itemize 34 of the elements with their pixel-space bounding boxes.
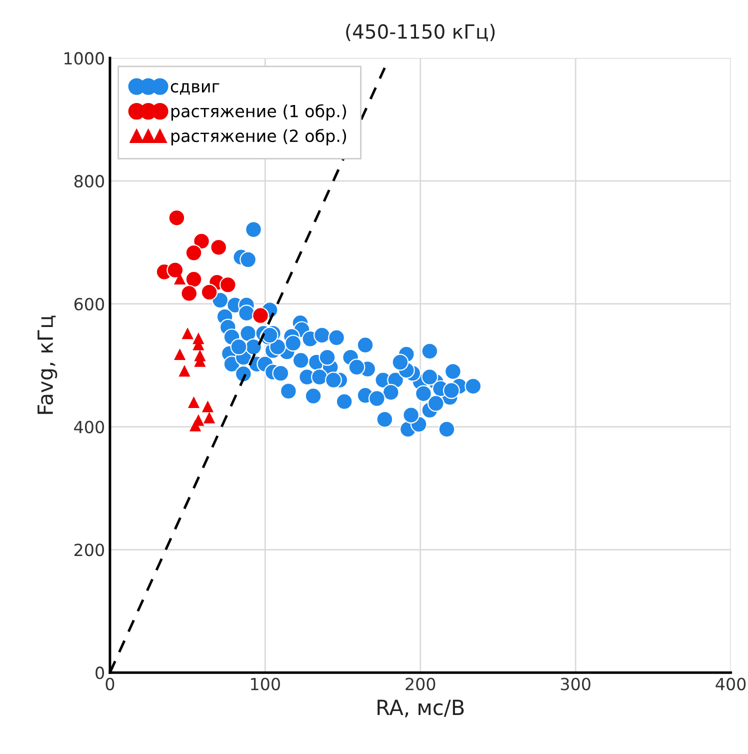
chart-title: (450-1150 кГц)	[346, 24, 495, 42]
y-tick-label: 800	[74, 174, 104, 188]
point	[210, 238, 228, 256]
point	[200, 284, 218, 301]
point	[180, 284, 198, 302]
x-tick-label: 100	[251, 678, 280, 690]
x-tick-label: 200	[406, 678, 436, 690]
point	[185, 270, 202, 288]
point	[174, 348, 186, 360]
point	[178, 365, 190, 377]
point	[202, 400, 214, 412]
point	[219, 276, 236, 294]
point	[185, 244, 202, 262]
point	[166, 262, 184, 279]
legend-label: растяжение (1 обр.)	[171, 104, 346, 121]
y-axis-title: Favg, кГц	[38, 316, 58, 414]
point	[190, 420, 202, 432]
point	[168, 209, 186, 226]
legend-label: растяжение (2 обр.)	[171, 128, 346, 146]
point	[193, 232, 210, 250]
y-tick-label: 1000	[64, 52, 104, 65]
legend-label: сдвиг	[170, 83, 220, 95]
y-tick-label: 400	[74, 420, 104, 434]
x-tick-label: 0	[106, 678, 114, 690]
point	[252, 307, 269, 324]
point	[182, 328, 194, 340]
y-tick-label: 200	[74, 544, 104, 556]
x-axis-title: RA, мс/В	[378, 700, 464, 718]
point	[203, 412, 216, 424]
x-tick-label: 300	[560, 678, 590, 690]
y-tick-label: 600	[74, 298, 104, 310]
y-tick-label: 0	[96, 666, 104, 680]
x-tick-label: 400	[716, 678, 746, 690]
point	[188, 396, 200, 408]
